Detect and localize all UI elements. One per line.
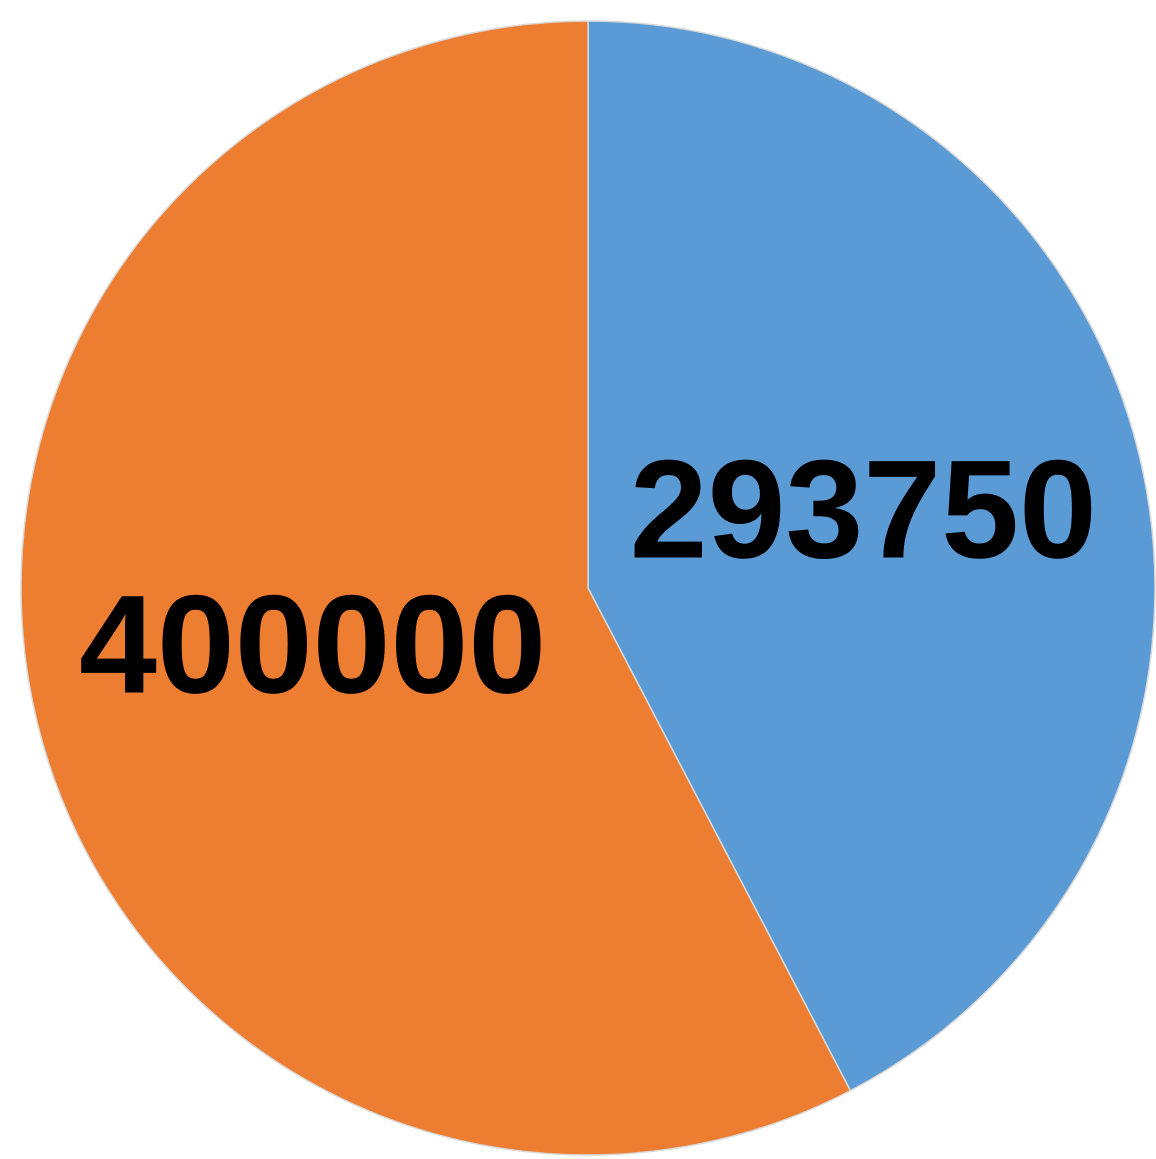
pie-slice [587,20,1156,1092]
data-label: 293750 [630,430,1097,587]
pie-slice [20,20,852,1156]
data-label: 400000 [79,566,546,723]
